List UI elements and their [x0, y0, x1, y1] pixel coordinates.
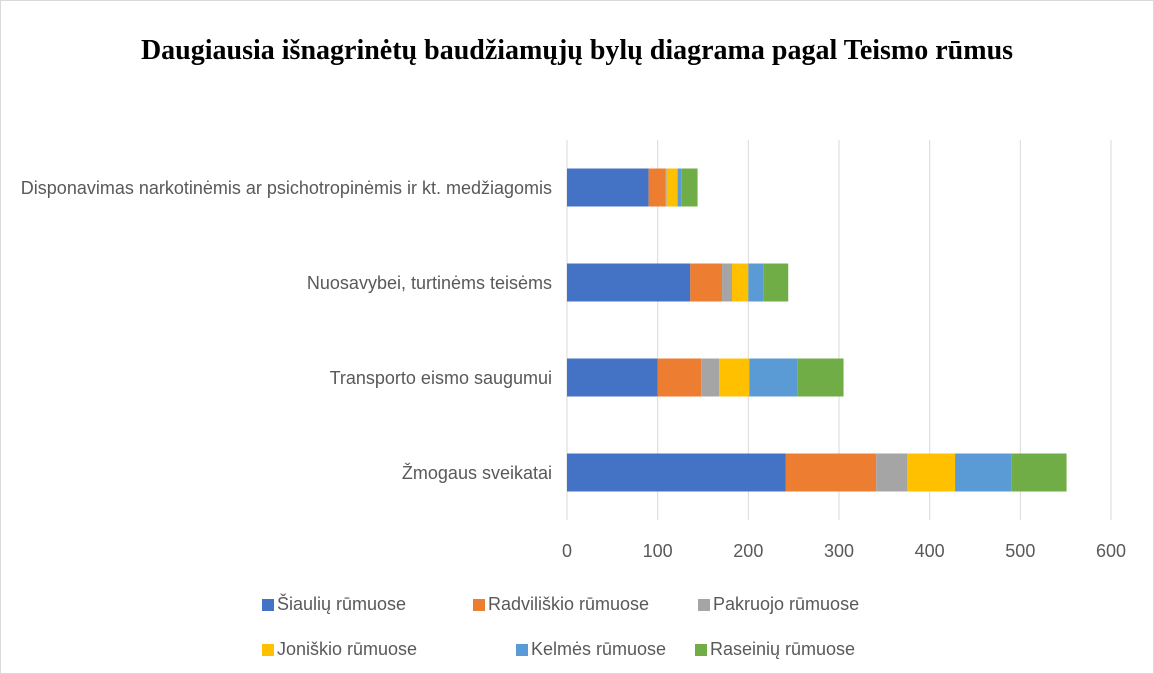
- bar: [722, 263, 733, 302]
- bar: [677, 168, 682, 207]
- legend-swatch: [516, 644, 528, 656]
- legend-label: Kelmės rūmuose: [531, 639, 666, 659]
- x-tick-label: 300: [824, 541, 854, 561]
- bar: [701, 358, 720, 397]
- bar: [763, 263, 789, 302]
- bar: [681, 168, 698, 207]
- x-tick-label: 100: [643, 541, 673, 561]
- legend-label: Pakruojo rūmuose: [713, 594, 859, 614]
- legend-swatch: [473, 599, 485, 611]
- y-tick-label: Transporto eismo saugumui: [329, 367, 552, 388]
- y-tick-label: Disponavimas narkotinėmis ar psichotropi…: [20, 177, 552, 198]
- bar: [665, 168, 667, 207]
- bar: [567, 453, 786, 492]
- bar: [567, 168, 649, 207]
- legend-swatch: [695, 644, 707, 656]
- legend-swatch: [262, 644, 274, 656]
- y-tick-label: Žmogaus sveikatai: [401, 462, 552, 483]
- bar: [749, 358, 798, 397]
- legend-swatch: [262, 599, 274, 611]
- bar: [748, 263, 764, 302]
- chart-title: Daugiausia išnagrinėtų baudžiamųjų bylų …: [140, 35, 1014, 66]
- x-tick-label: 500: [1005, 541, 1035, 561]
- bar: [907, 453, 956, 492]
- legend-swatch: [698, 599, 710, 611]
- y-tick-label: Nuosavybei, turtinėms teisėms: [306, 272, 552, 293]
- bar: [785, 453, 877, 492]
- bar: [648, 168, 666, 207]
- x-tick-label: 0: [562, 541, 572, 561]
- legend-label: Joniškio rūmuose: [277, 639, 417, 659]
- x-tick-label: 400: [915, 541, 945, 561]
- x-tick-label: 600: [1096, 541, 1126, 561]
- bar: [567, 263, 691, 302]
- x-tick-label: 200: [733, 541, 763, 561]
- bar: [719, 358, 750, 397]
- bar: [732, 263, 749, 302]
- bar: [690, 263, 723, 302]
- bar: [666, 168, 678, 207]
- legend-label: Radviliškio rūmuose: [488, 594, 649, 614]
- legend-label: Šiaulių rūmuose: [277, 593, 406, 614]
- bar: [1011, 453, 1067, 492]
- bar: [797, 358, 844, 397]
- legend-label: Raseinių rūmuose: [710, 639, 855, 659]
- bar: [567, 358, 658, 397]
- bar: [955, 453, 1012, 492]
- bar: [657, 358, 702, 397]
- bar: [876, 453, 907, 492]
